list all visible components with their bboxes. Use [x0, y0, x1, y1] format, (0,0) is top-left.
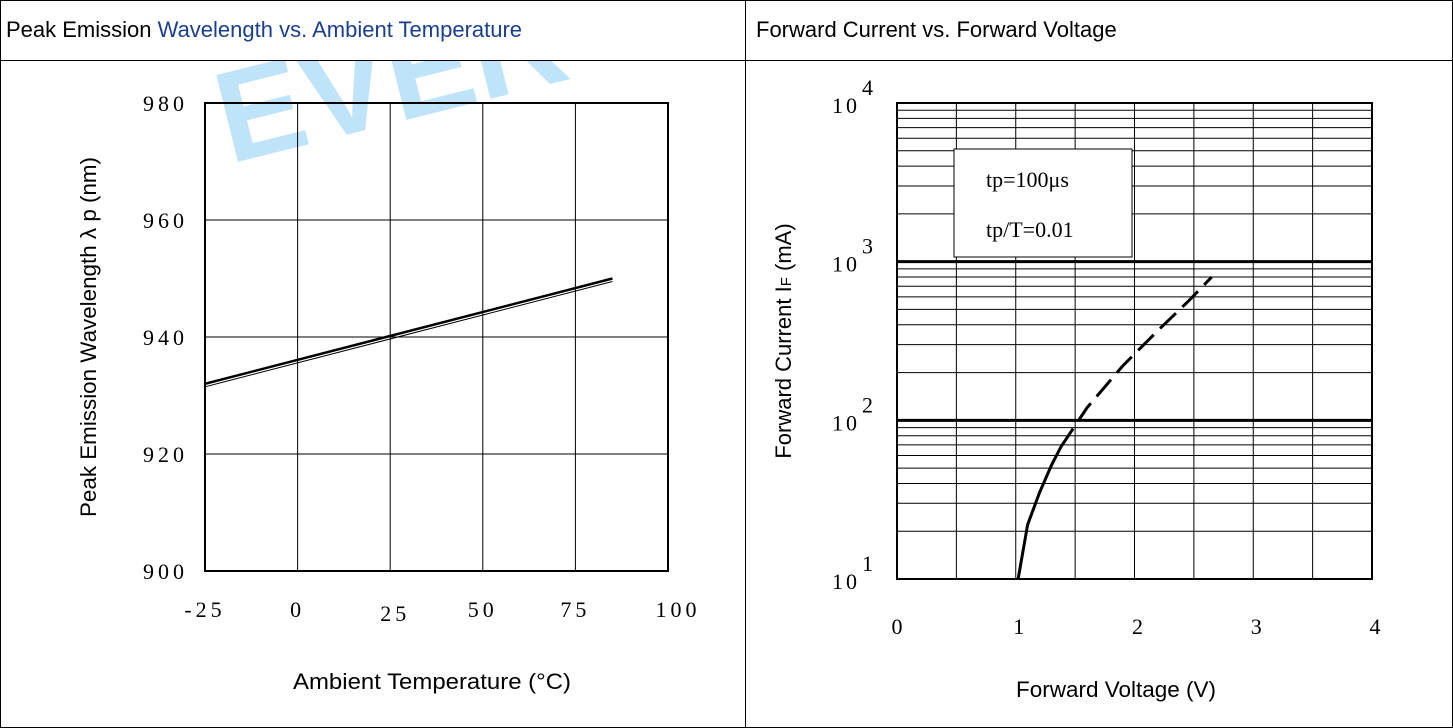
left-x-tick-label: 75	[560, 597, 590, 622]
left-series	[204, 277, 613, 388]
header-divider	[0, 60, 1453, 61]
right-plot-border	[896, 102, 1373, 580]
left-panel-title: Peak Emission Wavelength vs. Ambient Tem…	[0, 0, 746, 60]
right-x-ticks: 0 1 2 3 4	[892, 614, 1381, 639]
right-x-tick-label: 0	[892, 614, 903, 639]
left-title-black: Peak Emission	[6, 17, 152, 42]
left-y-tick-label: 980	[143, 91, 188, 116]
left-y-tick-label: 920	[143, 442, 188, 467]
right-y-tick-base: 10	[832, 93, 860, 118]
right-y-tick-label: 102	[832, 392, 876, 435]
left-x-ticks: -25 0 25 50 75 100	[184, 597, 701, 626]
right-series-solid	[1016, 446, 1063, 580]
left-x-tick-label: 100	[656, 597, 701, 622]
left-x-tick-label: 25	[380, 601, 410, 626]
right-y-tick-label: 104	[832, 75, 876, 118]
panel-divider	[745, 0, 746, 728]
annotation-pulse-width: tp=100μs	[986, 167, 1069, 192]
left-x-tick-label: 0	[290, 597, 305, 622]
right-series	[1016, 276, 1213, 580]
left-y-tick-label: 940	[143, 325, 188, 350]
right-y-label-unit: (mA)	[771, 223, 796, 277]
right-y-label-main: Forward Current I	[771, 286, 796, 458]
right-x-tick-label: 2	[1132, 614, 1143, 639]
left-y-axis-label: Peak Emission Wavelength λ p (nm)	[76, 157, 101, 517]
right-panel-title: Forward Current vs. Forward Voltage	[756, 17, 1117, 42]
right-x-axis-label: Forward Voltage (V)	[1016, 677, 1216, 702]
right-series-dashed	[1059, 276, 1213, 448]
right-x-tick-label: 1	[1013, 614, 1024, 639]
left-plot-border	[204, 102, 669, 572]
right-y-tick-label: 101	[832, 551, 876, 594]
right-y-tick-base: 10	[832, 252, 860, 277]
right-y-tick-base: 10	[832, 410, 860, 435]
right-y-tick-exponent: 3	[862, 234, 876, 259]
left-series-line-shadow	[204, 281, 613, 388]
left-x-tick-label: 50	[468, 597, 498, 622]
left-grid	[205, 103, 668, 571]
left-y-tick-label: 900	[143, 559, 188, 584]
right-x-tick-label: 3	[1251, 614, 1262, 639]
right-x-tick-label: 4	[1370, 614, 1381, 639]
left-x-tick-label: -25	[184, 597, 225, 622]
left-series-line	[204, 277, 613, 386]
annotation-duty-cycle: tp/T=0.01	[986, 217, 1074, 242]
annotation-box	[953, 148, 1133, 258]
left-y-ticks: 980 960 940 920 900	[143, 91, 188, 584]
right-y-tick-exponent: 2	[862, 392, 876, 417]
right-y-tick-exponent: 4	[862, 75, 876, 100]
right-y-label-sub: F	[778, 277, 795, 286]
right-y-axis-label: Forward Current IF (mA)	[771, 223, 796, 458]
right-y-tick-base: 10	[832, 569, 860, 594]
left-y-tick-label: 960	[143, 208, 188, 233]
left-title-blue: Wavelength vs. Ambient Temperature	[151, 17, 523, 42]
left-x-axis-label: Ambient Temperature (°C)	[293, 669, 571, 694]
right-y-tick-exponent: 1	[862, 551, 876, 576]
right-y-tick-label: 103	[832, 234, 876, 277]
